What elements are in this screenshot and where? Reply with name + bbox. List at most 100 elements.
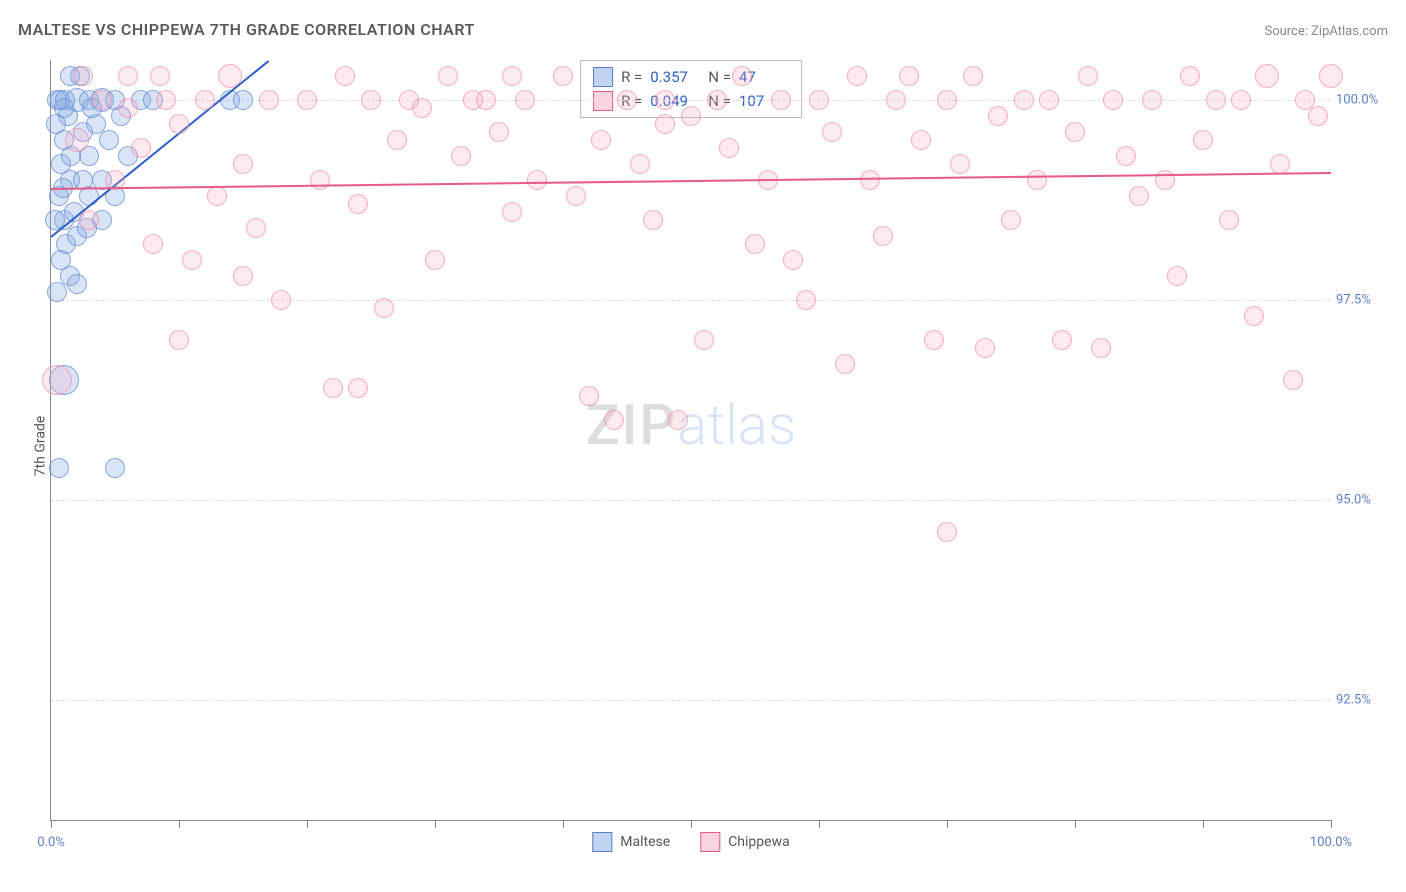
data-point xyxy=(860,170,880,190)
r-label: R = xyxy=(621,68,642,86)
data-point xyxy=(233,266,253,286)
data-point xyxy=(937,90,957,110)
x-tick xyxy=(1203,820,1204,828)
chart-header: MALTESE VS CHIPPEWA 7TH GRADE CORRELATIO… xyxy=(18,20,1388,39)
data-point xyxy=(425,250,445,270)
data-point xyxy=(1193,130,1213,150)
chart-plot-area: ZIPatlas R =0.357N =47R =0.049N =107 Mal… xyxy=(50,60,1331,821)
data-point xyxy=(1001,210,1021,230)
data-point xyxy=(169,114,189,134)
x-tick xyxy=(1075,820,1076,828)
data-point xyxy=(218,64,242,88)
data-point xyxy=(1014,90,1034,110)
data-point xyxy=(988,106,1008,126)
data-point xyxy=(131,138,151,158)
data-point xyxy=(233,154,253,174)
data-point xyxy=(553,66,573,86)
data-point xyxy=(1255,64,1279,88)
data-point xyxy=(1103,90,1123,110)
data-point xyxy=(451,146,471,166)
data-point xyxy=(476,90,496,110)
data-point xyxy=(65,128,89,152)
data-point xyxy=(1283,370,1303,390)
data-point xyxy=(1116,146,1136,166)
data-point xyxy=(527,170,547,190)
x-tick xyxy=(1331,820,1332,828)
swatch-icon xyxy=(593,91,613,111)
data-point xyxy=(99,130,119,150)
n-label: N = xyxy=(708,68,731,86)
data-point xyxy=(118,66,138,86)
data-point xyxy=(847,66,867,86)
y-tick-label: 97.5% xyxy=(1336,293,1391,308)
chart-legend: MalteseChippewa xyxy=(592,832,789,852)
x-tick xyxy=(947,820,948,828)
data-point xyxy=(707,90,727,110)
data-point xyxy=(1180,66,1200,86)
x-tick xyxy=(563,820,564,828)
data-point xyxy=(105,458,125,478)
data-point xyxy=(49,458,69,478)
data-point xyxy=(489,122,509,142)
data-point xyxy=(1091,338,1111,358)
data-point xyxy=(873,226,893,246)
data-point xyxy=(591,130,611,150)
data-point xyxy=(1078,66,1098,86)
data-point xyxy=(42,365,72,395)
data-point xyxy=(822,122,842,142)
data-point xyxy=(963,66,983,86)
data-point xyxy=(54,98,74,118)
data-point xyxy=(1142,90,1162,110)
data-point xyxy=(604,410,624,430)
data-point xyxy=(1052,330,1072,350)
data-point xyxy=(745,234,765,254)
y-tick-label: 95.0% xyxy=(1336,493,1391,508)
data-point xyxy=(1231,90,1251,110)
data-point xyxy=(502,66,522,86)
data-point xyxy=(150,66,170,86)
data-point xyxy=(681,106,701,126)
r-value: 0.357 xyxy=(650,68,700,86)
x-tick xyxy=(819,820,820,828)
data-point xyxy=(271,290,291,310)
data-point xyxy=(502,202,522,222)
data-point xyxy=(617,90,637,110)
data-point xyxy=(937,522,957,542)
data-point xyxy=(79,210,99,230)
data-point xyxy=(771,90,791,110)
data-point xyxy=(207,186,227,206)
data-point xyxy=(899,66,919,86)
data-point xyxy=(246,218,266,238)
data-point xyxy=(195,90,215,110)
data-point xyxy=(1308,106,1328,126)
data-point xyxy=(361,90,381,110)
x-tick-label: 100.0% xyxy=(1310,835,1352,850)
data-point xyxy=(438,66,458,86)
data-point xyxy=(655,90,675,110)
x-tick xyxy=(179,820,180,828)
data-point xyxy=(412,98,432,118)
data-point xyxy=(1129,186,1149,206)
data-point xyxy=(809,90,829,110)
x-tick xyxy=(307,820,308,828)
data-point xyxy=(182,250,202,270)
data-point xyxy=(297,90,317,110)
data-point xyxy=(73,66,93,86)
watermark-atlas: atlas xyxy=(677,392,796,458)
data-point xyxy=(335,66,355,86)
x-tick xyxy=(51,820,52,828)
watermark-zip: ZIP xyxy=(586,392,677,458)
x-tick-label: 0.0% xyxy=(37,835,65,850)
y-axis-label: 7th Grade xyxy=(32,416,48,477)
data-point xyxy=(975,338,995,358)
data-point xyxy=(1167,266,1187,286)
data-point xyxy=(668,410,688,430)
data-point xyxy=(719,138,739,158)
y-tick-label: 100.0% xyxy=(1336,93,1391,108)
data-point xyxy=(924,330,944,350)
data-point xyxy=(310,170,330,190)
data-point xyxy=(323,378,343,398)
data-point xyxy=(579,386,599,406)
data-point xyxy=(156,90,176,110)
gridline xyxy=(51,300,1331,301)
